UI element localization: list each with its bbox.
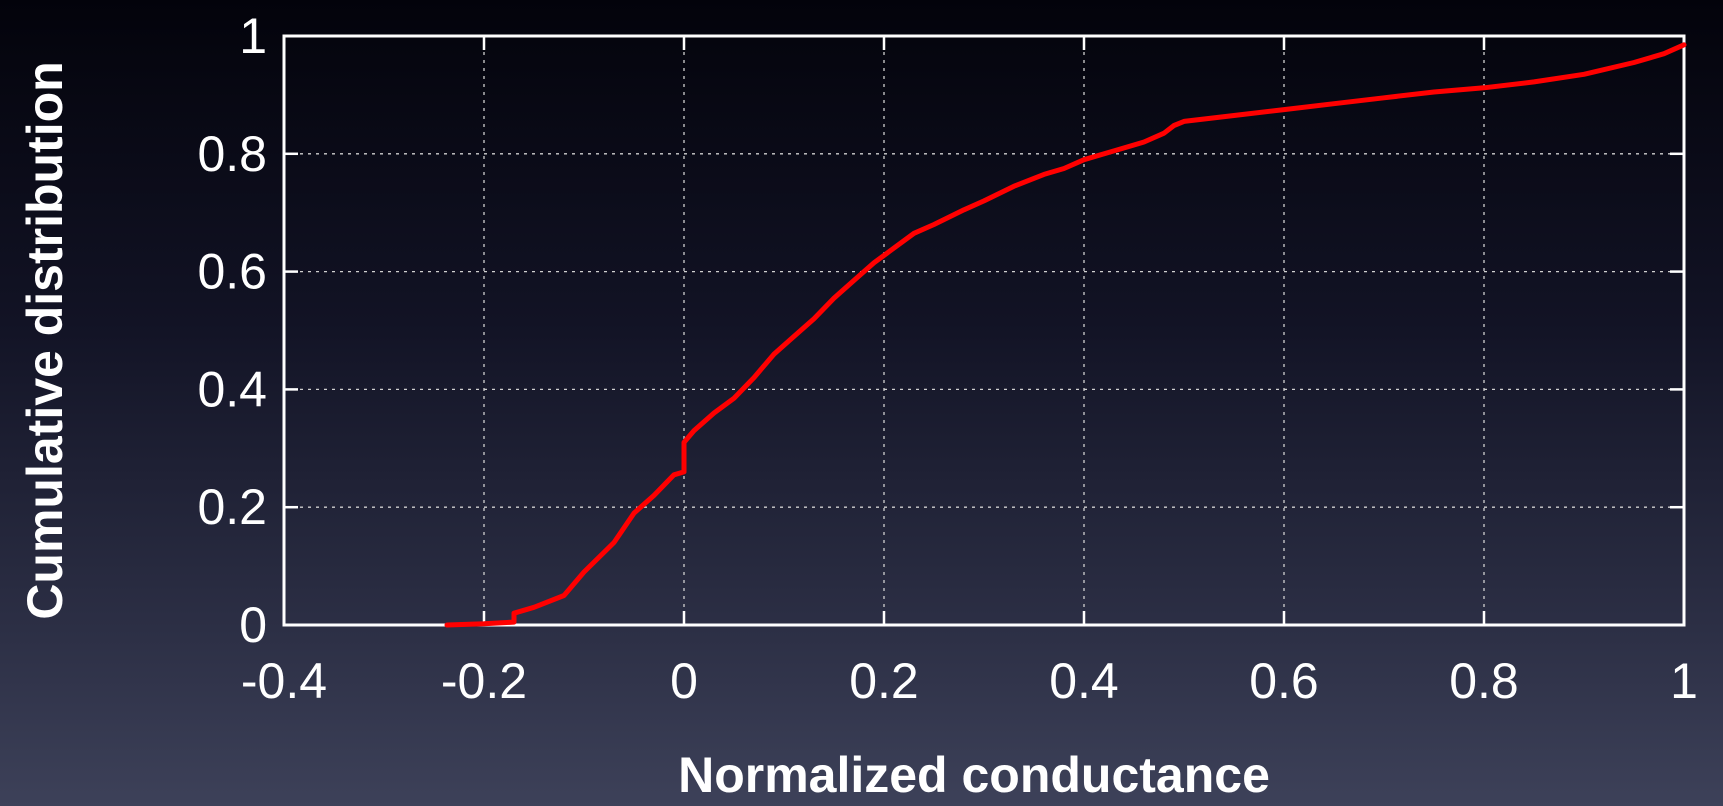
y-tick-label: 0.4 (197, 361, 267, 417)
x-tick-label: 0.6 (1249, 653, 1319, 709)
grid-lines (284, 36, 1684, 625)
tick-marks (282, 34, 1686, 627)
y-tick-label: 0 (239, 597, 267, 653)
x-tick-label: -0.4 (241, 653, 327, 709)
x-tick-label: 1 (1670, 653, 1698, 709)
x-tick-label: 0 (670, 653, 698, 709)
x-tick-label: -0.2 (441, 653, 527, 709)
x-axis-title: Normalized conductance (678, 747, 1270, 803)
plot-frame (282, 34, 1686, 627)
y-tick-label: 0.6 (197, 244, 267, 300)
y-tick-label: 1 (239, 8, 267, 64)
x-tick-labels: -0.4 -0.2 0 0.2 0.4 0.6 0.8 1 (241, 653, 1698, 709)
y-axis-title: Cumulative distribution (17, 61, 73, 619)
x-tick-label: 0.4 (1049, 653, 1119, 709)
x-tick-label: 0.8 (1449, 653, 1519, 709)
cdf-series-line (444, 42, 1687, 628)
y-tick-label: 0.2 (197, 479, 267, 535)
y-tick-labels: 0 0.2 0.4 0.6 0.8 1 (197, 8, 267, 653)
x-tick-label: 0.2 (849, 653, 919, 709)
series-layer (444, 42, 1687, 628)
y-tick-label: 0.8 (197, 126, 267, 182)
